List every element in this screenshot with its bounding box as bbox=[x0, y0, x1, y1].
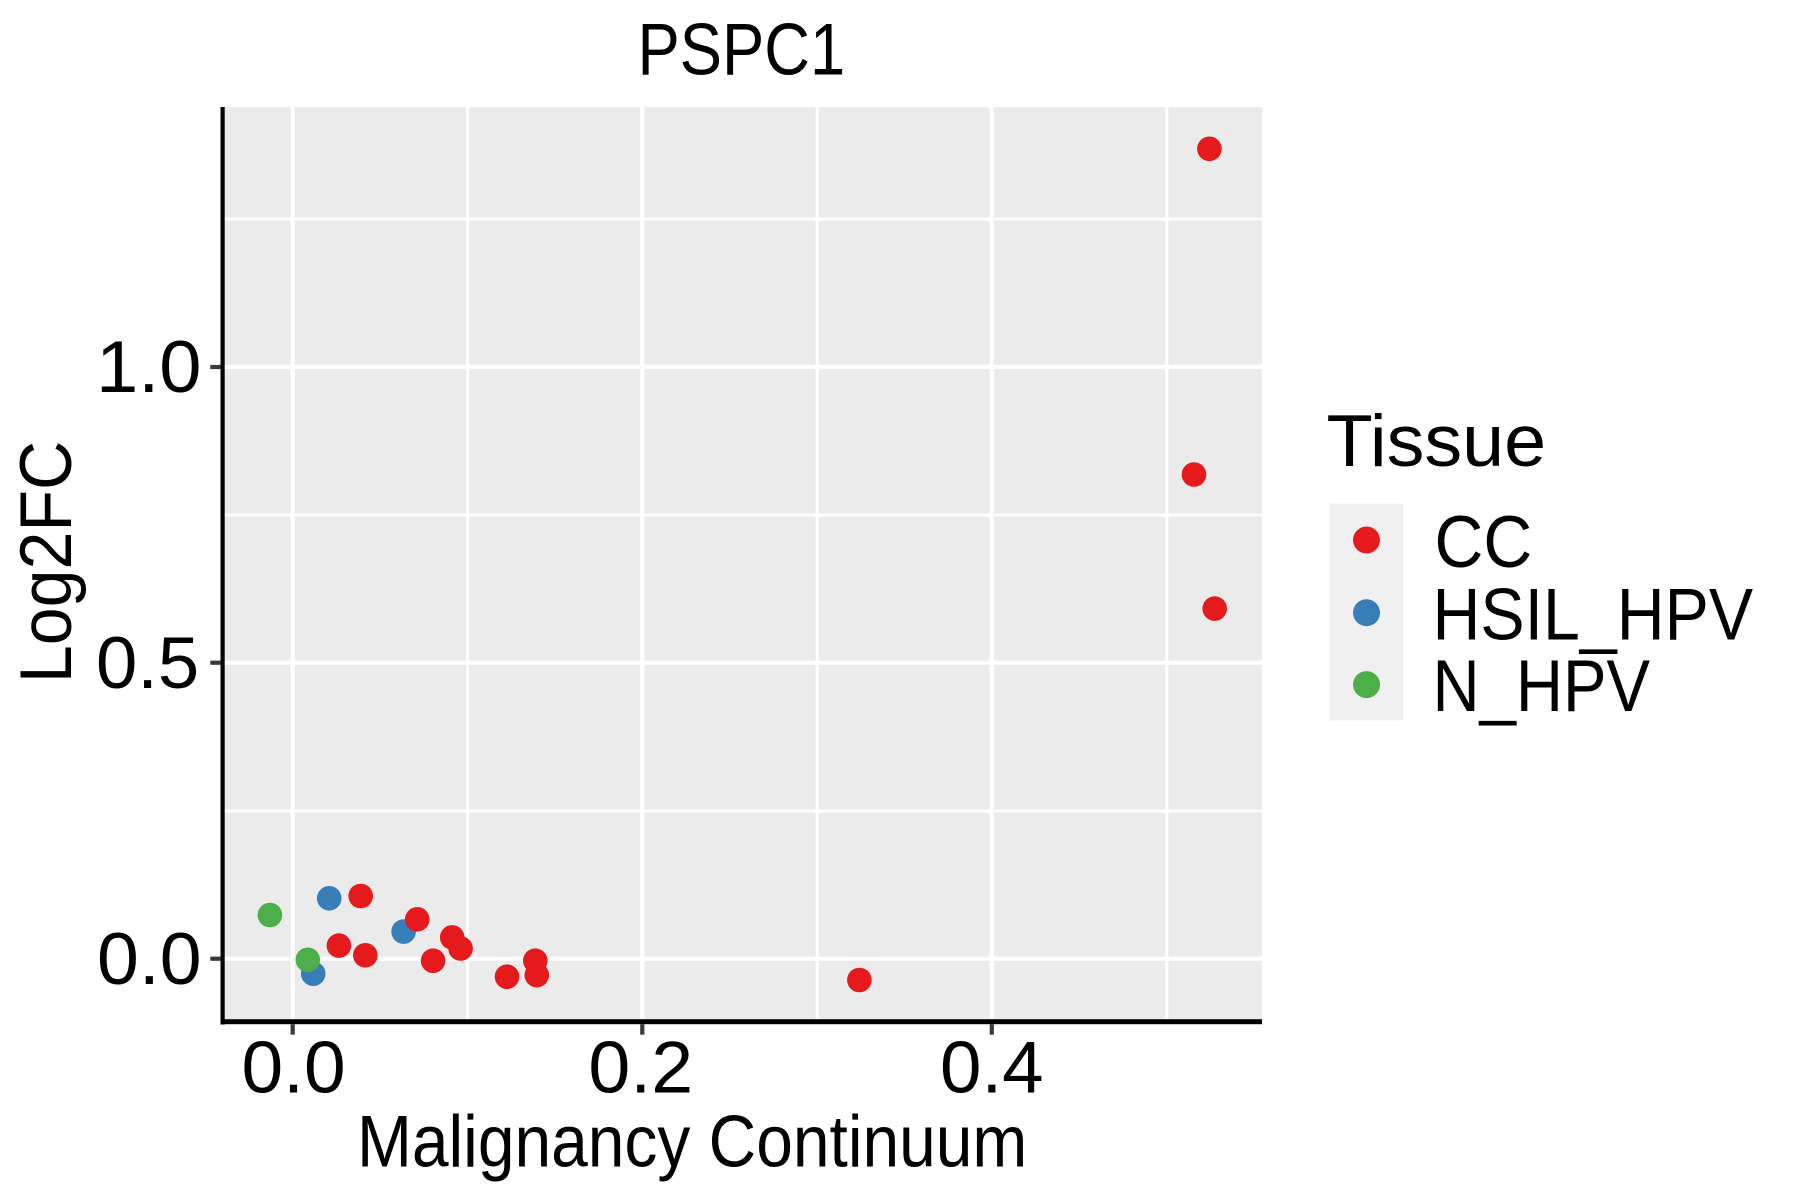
svg-text:0.2: 0.2 bbox=[588, 1027, 693, 1109]
svg-text:0.5: 0.5 bbox=[96, 621, 199, 704]
svg-text:Malignancy Continuum: Malignancy Continuum bbox=[357, 1100, 1027, 1182]
svg-text:0.0: 0.0 bbox=[242, 1026, 346, 1108]
svg-text:0.4: 0.4 bbox=[940, 1026, 1044, 1108]
svg-text:N_HPV: N_HPV bbox=[1433, 644, 1651, 726]
svg-text:HSIL_HPV: HSIL_HPV bbox=[1433, 573, 1754, 655]
svg-text:Log2FC: Log2FC bbox=[6, 441, 88, 683]
svg-text:PSPC1: PSPC1 bbox=[638, 8, 846, 90]
svg-text:0.0: 0.0 bbox=[97, 918, 202, 1000]
svg-text:CC: CC bbox=[1435, 500, 1533, 582]
svg-text:Tissue: Tissue bbox=[1327, 400, 1547, 482]
svg-text:1.0: 1.0 bbox=[96, 325, 202, 408]
